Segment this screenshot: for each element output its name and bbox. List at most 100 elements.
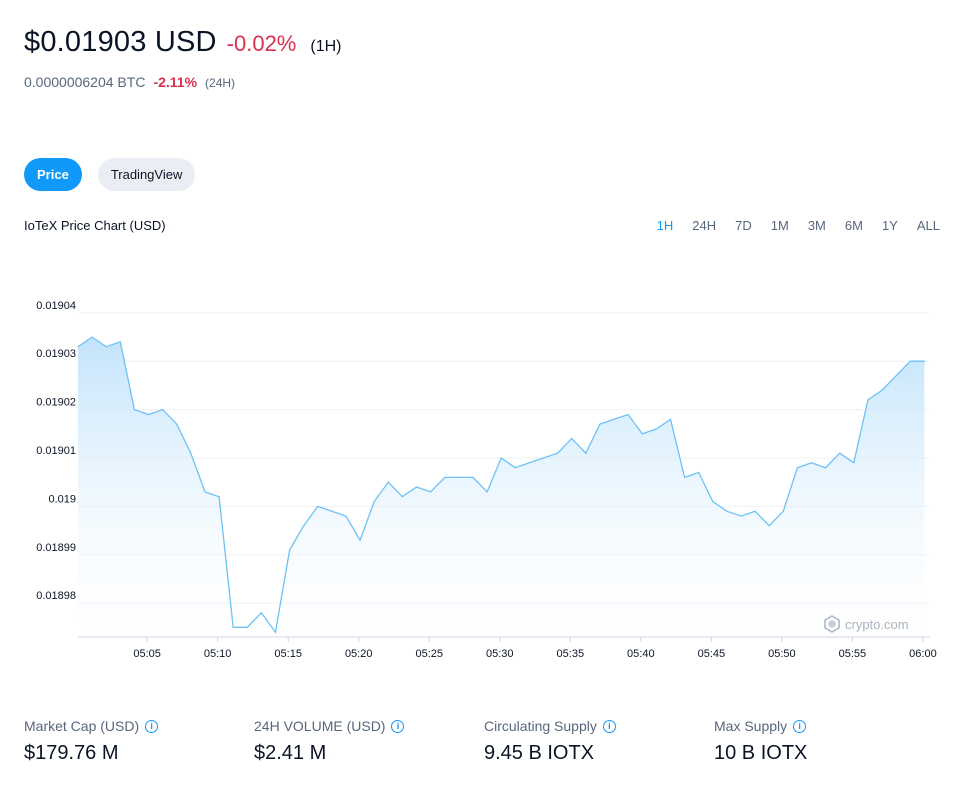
price-btc: 0.0000006204 BTC bbox=[24, 74, 146, 90]
stat-circulating-supply: Circulating Supply i 9.45 B IOTX bbox=[484, 718, 714, 765]
price-point bbox=[274, 631, 277, 633]
x-tick-label: 05:50 bbox=[768, 648, 796, 660]
range-6m[interactable]: 6M bbox=[844, 218, 863, 233]
info-icon[interactable]: i bbox=[602, 719, 616, 733]
price-point bbox=[585, 452, 587, 454]
x-tick-label: 05:55 bbox=[839, 648, 867, 660]
btc-price-row: 0.0000006204 BTC -2.11% (24H) bbox=[24, 74, 235, 90]
y-tick-label: 0.019 bbox=[48, 493, 76, 505]
price-point bbox=[345, 515, 347, 517]
price-point bbox=[528, 462, 531, 464]
time-range-selector: 1H 24H 7D 1M 3M 6M 1Y ALL bbox=[638, 218, 940, 233]
crypto-com-watermark: crypto.com bbox=[824, 615, 909, 633]
price-point bbox=[91, 336, 93, 338]
y-tick-label: 0.01903 bbox=[36, 348, 76, 360]
crypto-com-logo-icon bbox=[824, 615, 840, 633]
stat-label: Market Cap (USD) bbox=[24, 718, 140, 734]
price-point bbox=[853, 462, 855, 464]
x-tick-label: 05:05 bbox=[133, 648, 161, 660]
range-1m[interactable]: 1M bbox=[770, 218, 789, 233]
price-point bbox=[401, 496, 403, 498]
price-point bbox=[825, 467, 827, 469]
price-point bbox=[176, 423, 178, 425]
y-axis-labels: 0.01904 0.01903 0.01902 0.01901 0.019 0.01899… bbox=[36, 300, 76, 602]
range-1h[interactable]: 1H bbox=[656, 218, 674, 233]
y-tick-label: 0.01902 bbox=[36, 397, 76, 409]
price-point bbox=[260, 612, 262, 614]
price-area bbox=[78, 337, 925, 637]
price-point bbox=[613, 418, 615, 420]
price-point bbox=[514, 467, 516, 469]
range-24h[interactable]: 24H bbox=[692, 218, 717, 233]
info-icon[interactable]: i bbox=[145, 719, 159, 733]
stats-row: Market Cap (USD) i $179.76 M 24H VOLUME (… bbox=[24, 718, 944, 765]
y-tick-label: 0.01899 bbox=[36, 542, 76, 554]
watermark-text: crypto.com bbox=[845, 617, 909, 632]
price-point bbox=[430, 491, 432, 493]
btc-change: -2.11% bbox=[153, 74, 198, 90]
y-tick-label: 0.01904 bbox=[36, 300, 76, 312]
price-point bbox=[105, 346, 107, 348]
price-points bbox=[77, 336, 926, 633]
stat-market-cap: Market Cap (USD) i $179.76 M bbox=[24, 718, 254, 765]
tab-price[interactable]: Price bbox=[24, 158, 82, 191]
stat-value: $2.41 M bbox=[254, 742, 327, 764]
price-point bbox=[486, 491, 488, 493]
x-tick-label: 05:40 bbox=[627, 648, 655, 660]
stat-volume: 24H VOLUME (USD) i $2.41 M bbox=[254, 718, 484, 765]
stat-label: Max Supply bbox=[714, 718, 788, 734]
price-point bbox=[881, 389, 883, 391]
info-icon[interactable]: i bbox=[391, 719, 405, 733]
price-point bbox=[77, 346, 79, 348]
price-point bbox=[359, 539, 361, 541]
price-point bbox=[684, 476, 686, 478]
price-point bbox=[712, 500, 714, 503]
range-3m[interactable]: 3M bbox=[807, 218, 826, 233]
stat-label: 24H VOLUME (USD) bbox=[254, 718, 386, 734]
price-point bbox=[373, 500, 375, 503]
y-tick-label: 0.01898 bbox=[36, 590, 76, 602]
tab-tradingview[interactable]: TradingView bbox=[97, 158, 196, 191]
info-icon[interactable]: i bbox=[793, 719, 807, 733]
x-tick-label: 05:20 bbox=[345, 648, 373, 660]
chart-tabs: Price TradingView bbox=[24, 158, 196, 191]
price-chart[interactable]: 0.01904 0.01903 0.01902 0.01901 0.019 0.01899… bbox=[0, 250, 964, 670]
price-point bbox=[246, 626, 248, 628]
x-tick-label: 05:15 bbox=[274, 648, 302, 660]
price-point bbox=[627, 413, 629, 416]
price-point bbox=[133, 409, 135, 411]
price-point bbox=[317, 505, 319, 507]
range-7d[interactable]: 7D bbox=[735, 218, 752, 233]
price-point bbox=[571, 438, 573, 440]
price-point bbox=[726, 510, 728, 512]
price-point bbox=[599, 423, 601, 425]
price-point bbox=[218, 496, 220, 498]
range-all[interactable]: ALL bbox=[916, 218, 940, 233]
x-axis-labels: 05:05 05:10 05:15 05:20 05:25 05:30 05:35 05:40… bbox=[133, 637, 937, 660]
price-point bbox=[289, 549, 291, 551]
price-point bbox=[641, 433, 643, 435]
price-point bbox=[698, 471, 700, 474]
crypto-com-logo-inner-icon bbox=[828, 620, 836, 628]
price-usd: $0.01903 USD bbox=[24, 26, 217, 58]
price-point bbox=[444, 476, 446, 478]
price-point bbox=[190, 452, 192, 454]
stat-value: $179.76 M bbox=[24, 742, 119, 764]
price-point bbox=[415, 486, 418, 488]
stat-value: 9.45 B IOTX bbox=[484, 742, 595, 764]
price-point bbox=[810, 462, 813, 464]
price-point bbox=[458, 476, 460, 478]
price-point bbox=[796, 467, 799, 469]
price-point bbox=[782, 510, 784, 512]
price-point bbox=[147, 413, 150, 416]
x-tick-label: 06:00 bbox=[909, 648, 937, 660]
x-tick-label: 05:25 bbox=[415, 648, 443, 660]
x-tick-label: 05:30 bbox=[486, 648, 514, 660]
price-point bbox=[740, 515, 742, 517]
price-point bbox=[923, 360, 926, 362]
stat-max-supply: Max Supply i 10 B IOTX bbox=[714, 718, 944, 765]
price-point bbox=[754, 510, 756, 512]
price-point bbox=[655, 428, 657, 430]
range-1y[interactable]: 1Y bbox=[881, 218, 898, 233]
price-point bbox=[162, 409, 164, 411]
